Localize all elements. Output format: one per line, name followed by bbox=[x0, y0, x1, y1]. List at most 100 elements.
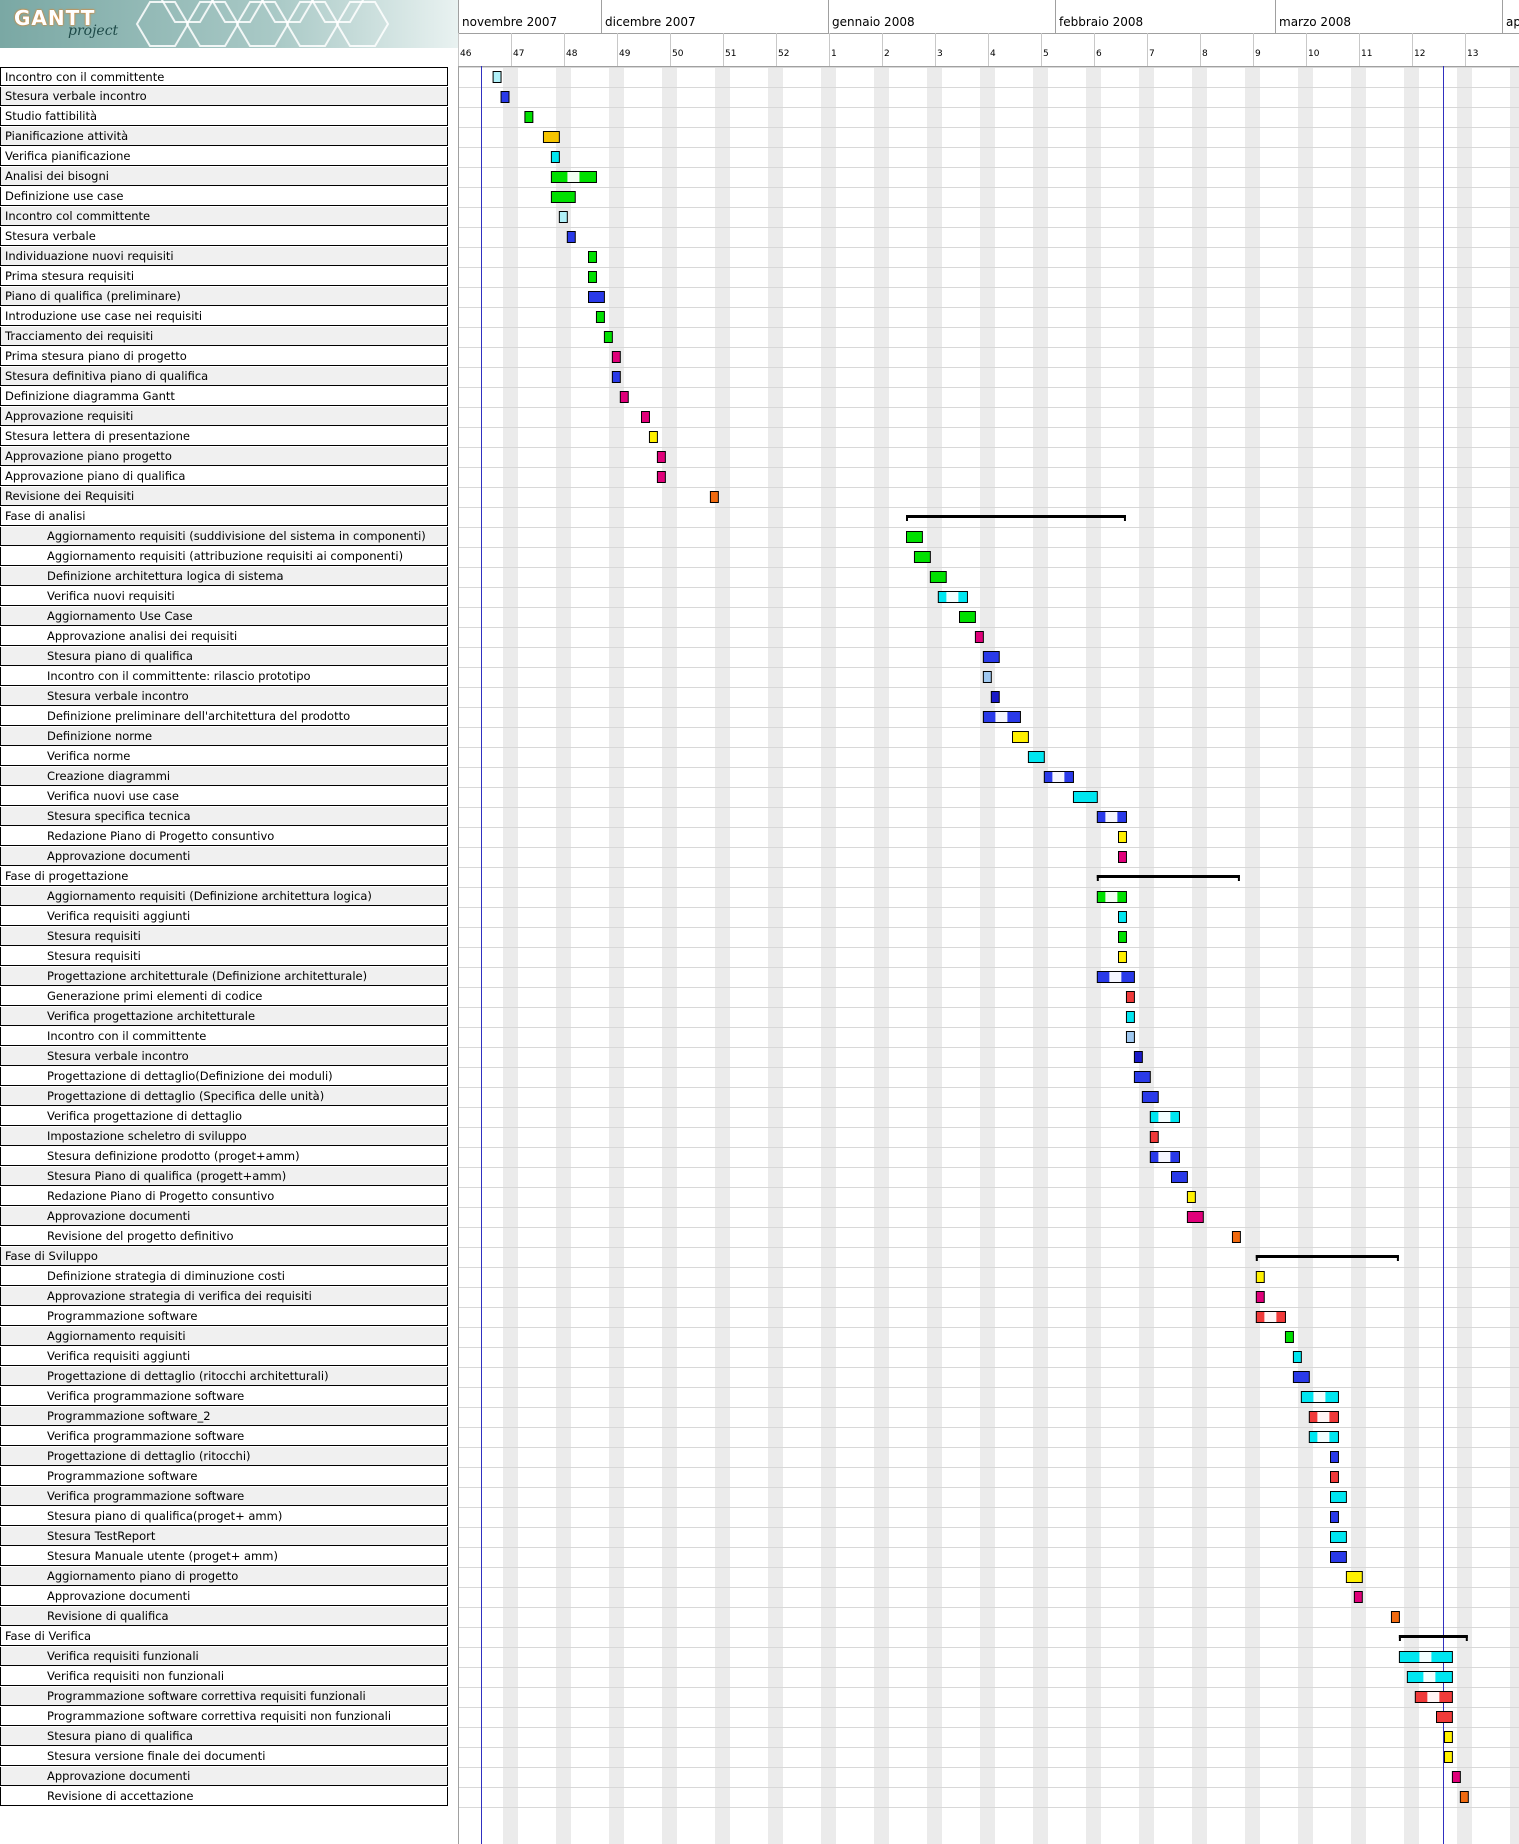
task-bar[interactable] bbox=[1353, 1591, 1363, 1603]
task-row[interactable]: Verifica nuovi requisiti bbox=[0, 587, 448, 606]
task-row[interactable]: Verifica requisiti aggiunti bbox=[0, 1347, 448, 1366]
task-bar[interactable] bbox=[648, 431, 658, 443]
task-row[interactable]: Introduzione use case nei requisiti bbox=[0, 307, 448, 326]
task-bar[interactable] bbox=[1255, 1291, 1265, 1303]
task-bar[interactable] bbox=[1414, 1691, 1453, 1703]
task-row[interactable]: Revisione dei Requisiti bbox=[0, 487, 448, 506]
task-bar[interactable] bbox=[1096, 811, 1127, 823]
task-bar[interactable] bbox=[1072, 791, 1098, 803]
task-bar[interactable] bbox=[611, 351, 621, 363]
task-bar[interactable] bbox=[1398, 1651, 1453, 1663]
task-bar[interactable] bbox=[1012, 731, 1029, 743]
task-group-row[interactable]: Fase di analisi bbox=[0, 507, 448, 526]
task-bar[interactable] bbox=[1436, 1711, 1453, 1723]
task-bar[interactable] bbox=[550, 171, 597, 183]
task-bar[interactable] bbox=[1390, 1611, 1400, 1623]
task-row[interactable]: Verifica norme bbox=[0, 747, 448, 766]
gantt-chart-canvas[interactable]: novembre 2007 dicembre 2007 gennaio 2008 fe… bbox=[458, 0, 1519, 1844]
task-row[interactable]: Approvazione piano progetto bbox=[0, 447, 448, 466]
task-bar[interactable] bbox=[656, 451, 666, 463]
task-bar[interactable] bbox=[595, 311, 605, 323]
task-bar[interactable] bbox=[1255, 1311, 1286, 1323]
task-row[interactable]: Programmazione software correttiva requi… bbox=[0, 1707, 448, 1726]
task-row[interactable]: Stesura verbale bbox=[0, 227, 448, 246]
task-bar[interactable] bbox=[1330, 1491, 1347, 1503]
task-row[interactable]: Stesura TestReport bbox=[0, 1527, 448, 1546]
task-bar[interactable] bbox=[990, 691, 1000, 703]
task-row[interactable]: Verifica requisiti aggiunti bbox=[0, 907, 448, 926]
task-row[interactable]: Verifica progettazione architetturale bbox=[0, 1007, 448, 1026]
task-row[interactable]: Stesura definitiva piano di qualifica bbox=[0, 367, 448, 386]
task-row[interactable]: Definizione use case bbox=[0, 187, 448, 206]
task-bar[interactable] bbox=[558, 211, 568, 223]
task-row[interactable]: Definizione norme bbox=[0, 727, 448, 746]
task-bar[interactable] bbox=[1133, 1051, 1143, 1063]
task-bar[interactable] bbox=[603, 331, 613, 343]
task-bar[interactable] bbox=[1451, 1771, 1461, 1783]
task-bar[interactable] bbox=[1043, 771, 1074, 783]
task-bar[interactable] bbox=[906, 531, 923, 543]
task-bar[interactable] bbox=[709, 491, 719, 503]
task-bar[interactable] bbox=[1330, 1471, 1339, 1483]
gantt-chart[interactable]: novembre 2007 dicembre 2007 gennaio 2008 fe… bbox=[458, 0, 1519, 1844]
task-bar[interactable] bbox=[1171, 1171, 1188, 1183]
task-bar[interactable] bbox=[1443, 1731, 1453, 1743]
phase-summary-bar[interactable] bbox=[1096, 875, 1240, 881]
task-bar[interactable] bbox=[1345, 1571, 1363, 1583]
task-row[interactable]: Definizione preliminare dell'architettur… bbox=[0, 707, 448, 726]
task-bar[interactable] bbox=[1292, 1371, 1310, 1383]
task-bar[interactable] bbox=[1308, 1431, 1339, 1443]
task-bar[interactable] bbox=[566, 231, 576, 243]
task-bar[interactable] bbox=[982, 651, 1000, 663]
task-bar[interactable] bbox=[1186, 1211, 1204, 1223]
phase-summary-bar[interactable] bbox=[1398, 1635, 1468, 1641]
task-bar[interactable] bbox=[1118, 851, 1127, 863]
task-bar[interactable] bbox=[550, 151, 560, 163]
task-row[interactable]: Tracciamento dei requisiti bbox=[0, 327, 448, 346]
task-row[interactable]: Stesura Piano di qualifica (progett+amm) bbox=[0, 1167, 448, 1186]
task-bar[interactable] bbox=[656, 471, 666, 483]
task-bar[interactable] bbox=[1118, 911, 1127, 923]
task-bar[interactable] bbox=[959, 611, 976, 623]
task-row[interactable]: Approvazione strategia di verifica dei r… bbox=[0, 1287, 448, 1306]
task-row[interactable]: Approvazione documenti bbox=[0, 847, 448, 866]
task-row[interactable]: Stesura piano di qualifica bbox=[0, 1727, 448, 1746]
task-bar[interactable] bbox=[1330, 1511, 1339, 1523]
task-bar[interactable] bbox=[1125, 991, 1135, 1003]
task-row[interactable]: Revisione di accettazione bbox=[0, 1787, 448, 1806]
task-row[interactable]: Stesura definizione prodotto (proget+amm… bbox=[0, 1147, 448, 1166]
task-row[interactable]: Generazione primi elementi di codice bbox=[0, 987, 448, 1006]
task-bar[interactable] bbox=[1284, 1331, 1294, 1343]
task-row[interactable]: Analisi dei bisogni bbox=[0, 167, 448, 186]
task-bar[interactable] bbox=[500, 91, 510, 103]
task-bar[interactable] bbox=[1096, 891, 1127, 903]
task-row[interactable]: Redazione Piano di Progetto consuntivo bbox=[0, 827, 448, 846]
task-bar[interactable] bbox=[492, 71, 502, 83]
task-row[interactable]: Definizione diagramma Gantt bbox=[0, 387, 448, 406]
task-row[interactable]: Redazione Piano di Progetto consuntivo bbox=[0, 1187, 448, 1206]
task-group-row[interactable]: Fase di Sviluppo bbox=[0, 1247, 448, 1266]
task-bar[interactable] bbox=[1133, 1071, 1151, 1083]
task-bar[interactable] bbox=[1149, 1111, 1180, 1123]
task-bar[interactable] bbox=[1406, 1671, 1453, 1683]
task-row[interactable]: Stesura verbale incontro bbox=[0, 1047, 448, 1066]
task-group-row[interactable]: Fase di Verifica bbox=[0, 1627, 448, 1646]
task-bar[interactable] bbox=[550, 191, 576, 203]
task-bar[interactable] bbox=[1027, 751, 1045, 763]
task-bar[interactable] bbox=[1459, 1791, 1469, 1803]
task-bar[interactable] bbox=[1443, 1751, 1453, 1763]
task-bar[interactable] bbox=[542, 131, 560, 143]
task-row[interactable]: Programmazione software_2 bbox=[0, 1407, 448, 1426]
task-bar[interactable] bbox=[1308, 1411, 1339, 1423]
task-row[interactable]: Incontro con il committente bbox=[0, 1027, 448, 1046]
task-row[interactable]: Verifica requisiti non funzionali bbox=[0, 1667, 448, 1686]
task-bar[interactable] bbox=[619, 391, 629, 403]
task-row[interactable]: Programmazione software bbox=[0, 1467, 448, 1486]
task-bar[interactable] bbox=[588, 271, 597, 283]
task-row[interactable]: Verifica programmazione software bbox=[0, 1487, 448, 1506]
task-row[interactable]: Approvazione analisi dei requisiti bbox=[0, 627, 448, 646]
task-bar[interactable] bbox=[641, 411, 650, 423]
task-row[interactable]: Verifica programmazione software bbox=[0, 1387, 448, 1406]
task-bar[interactable] bbox=[588, 291, 605, 303]
task-bar[interactable] bbox=[1118, 951, 1127, 963]
